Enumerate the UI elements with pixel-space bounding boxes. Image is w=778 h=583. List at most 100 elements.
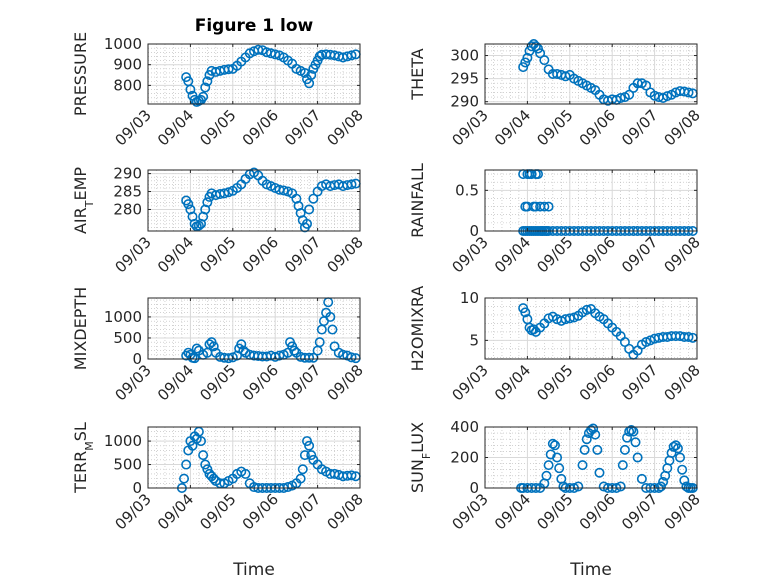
data-point	[672, 443, 683, 454]
x-tick-label: 09/08	[324, 490, 367, 533]
data-point	[299, 450, 310, 461]
data-point	[539, 55, 550, 66]
data-point	[632, 452, 643, 463]
data-point	[662, 91, 673, 102]
data-point	[193, 220, 204, 231]
data-point	[301, 218, 312, 229]
data-point	[655, 481, 666, 492]
data-point	[240, 468, 251, 479]
data-point	[202, 464, 213, 475]
data-point	[306, 450, 317, 461]
data-points	[518, 38, 698, 106]
plot-area	[148, 427, 360, 488]
data-point	[314, 51, 325, 62]
data-point	[624, 89, 635, 100]
data-point	[346, 50, 357, 61]
data-point	[592, 444, 603, 455]
data-point	[325, 311, 336, 322]
ticks	[147, 298, 361, 360]
x-tick-label: 09/03	[112, 233, 155, 276]
y-axis-label: THETA	[408, 48, 427, 100]
panel-h2omixra: 5 10 09/03 09/04 09/05 09/06 09/07 09/08 H2OMIXR…	[408, 286, 704, 405]
ticks	[147, 170, 361, 231]
data-point	[179, 473, 190, 484]
data-point	[679, 475, 690, 486]
y-tick-label: 0	[469, 222, 479, 240]
data-points	[518, 303, 698, 360]
x-tick-label: 09/05	[533, 490, 576, 533]
data-point	[208, 473, 219, 484]
panel-pressure: 800 900 1000 09/03 09/04 09/05 09/06 09/07 09/08…	[71, 32, 367, 149]
x-tick-label: 09/03	[449, 106, 492, 149]
data-point	[327, 324, 338, 335]
x-tick-label: 09/08	[324, 233, 367, 276]
x-tick-label: 09/05	[196, 106, 239, 149]
panel-theta: 290 295 300 09/03 09/04 09/05 09/06 09/07 09/08 T…	[408, 38, 704, 149]
data-point	[594, 467, 605, 478]
data-point	[588, 423, 599, 434]
data-point	[304, 352, 315, 363]
data-point	[198, 450, 209, 461]
data-point	[274, 350, 285, 361]
x-tick-label: 09/07	[618, 233, 661, 276]
ticks	[484, 297, 698, 359]
x-tick-label: 09/08	[324, 106, 367, 149]
data-point	[683, 331, 694, 342]
x-tick-label: 09/07	[281, 490, 324, 533]
x-tick-label: 09/06	[239, 233, 282, 276]
data-point	[581, 434, 592, 445]
data-points	[181, 297, 361, 364]
x-tick-label: 09/06	[239, 106, 282, 149]
x-tick-label: 09/06	[576, 361, 619, 404]
data-point	[622, 432, 633, 443]
figure-title: Figure 1 low	[195, 16, 314, 36]
y-tick-label: 300	[450, 47, 479, 65]
data-point	[200, 459, 211, 470]
y-tick-label: 500	[113, 456, 142, 474]
x-tick-label: 09/04	[491, 361, 534, 404]
x-tick-label: 09/07	[281, 106, 324, 149]
data-point	[615, 93, 626, 104]
data-point	[617, 460, 628, 471]
data-point	[196, 436, 207, 447]
x-tick-label: 09/07	[618, 361, 661, 404]
data-point	[581, 304, 592, 315]
data-point	[615, 481, 626, 492]
data-point	[518, 62, 529, 73]
x-tick-label: 09/07	[618, 490, 661, 533]
data-point	[308, 193, 319, 204]
y-tick-label: 1000	[104, 35, 142, 53]
data-point	[282, 482, 293, 493]
plot-area	[485, 170, 697, 231]
data-point	[590, 429, 601, 440]
data-point	[304, 440, 315, 451]
x-tick-label: 09/04	[154, 106, 197, 149]
axes-frame	[147, 297, 361, 360]
data-point	[270, 49, 281, 60]
y-tick-label: 1000	[104, 308, 142, 326]
x-tick-label: 09/04	[491, 106, 534, 149]
data-point	[346, 470, 357, 481]
x-tick-label: 09/04	[154, 490, 197, 533]
data-point	[289, 345, 300, 356]
data-point	[223, 187, 234, 198]
y-axis-label: PRESSURE	[71, 32, 90, 116]
x-tick-label: 09/07	[618, 106, 661, 149]
plot-area	[148, 170, 360, 231]
x-tick-label: 09/08	[324, 361, 367, 404]
y-tick-label: 290	[450, 93, 479, 111]
y-tick-label: 0	[469, 479, 479, 497]
x-tick-label: 09/07	[281, 233, 324, 276]
panel-rainfall: 00.509/03 09/04 09/05 09/06 09/07 09/08RAINFA…	[408, 163, 704, 276]
data-point	[539, 201, 550, 212]
y-tick-label: 200	[450, 449, 479, 467]
data-point	[666, 447, 677, 458]
x-tick-label: 09/06	[239, 361, 282, 404]
data-point	[208, 341, 219, 352]
data-point	[295, 473, 306, 484]
x-tick-label: 09/08	[661, 233, 704, 276]
data-point	[683, 87, 694, 98]
y-tick-label: 500	[113, 329, 142, 347]
y-axis-label: SUNFLUX	[408, 422, 433, 493]
y-tick-label: 295	[450, 70, 479, 88]
